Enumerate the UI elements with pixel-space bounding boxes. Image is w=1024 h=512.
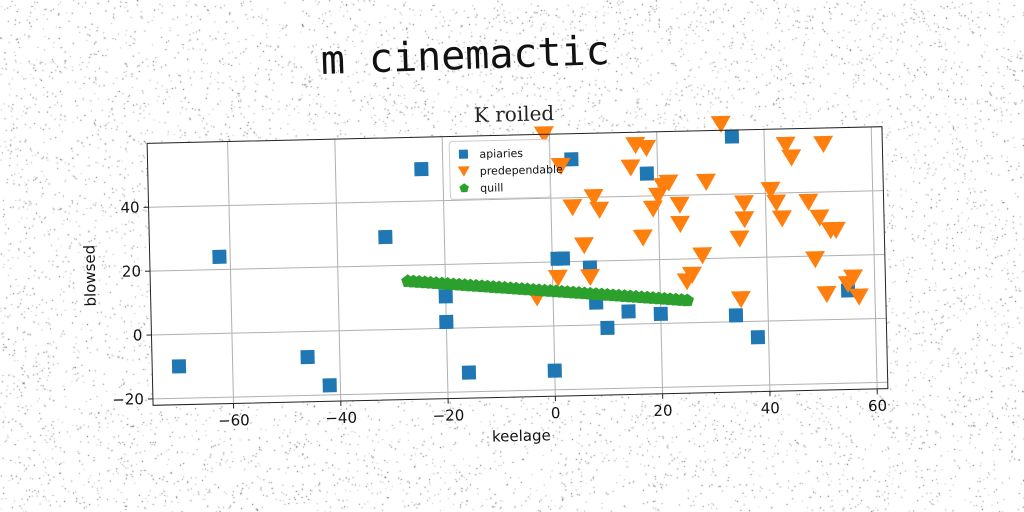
point-apiaries [438, 289, 453, 304]
legend: apiaries predependable quill [448, 138, 564, 200]
plot-area [147, 126, 888, 406]
point-predependable [781, 149, 802, 167]
point-predependable [798, 193, 819, 211]
point-predependable [733, 195, 754, 213]
y-gridline [151, 317, 887, 336]
point-predependable [550, 157, 571, 175]
point-apiaries [212, 249, 227, 264]
point-predependable [730, 291, 751, 309]
point-predependable [804, 251, 825, 269]
x-gridline [763, 129, 771, 392]
point-predependable [583, 188, 604, 207]
point-predependable [710, 115, 731, 133]
point-apiaries [639, 166, 655, 181]
y-axis-label: blowsed [80, 245, 99, 307]
point-predependable [771, 210, 792, 228]
series-quill [401, 274, 694, 307]
x-tick-label: 0 [551, 404, 561, 422]
x-axis-label: keelage [492, 426, 551, 445]
legend-label: quill [480, 181, 503, 195]
axes-border [146, 126, 889, 406]
point-predependable [620, 159, 641, 177]
point-apiaries [555, 251, 571, 266]
y-tick-label: −20 [112, 390, 144, 409]
point-predependable [695, 173, 716, 191]
point-apiaries [600, 320, 615, 336]
grid [147, 126, 888, 406]
point-predependable [589, 201, 610, 219]
point-predependable [692, 247, 713, 265]
legend-box [448, 138, 551, 200]
axes-group: −60 −40 −20 0 20 40 60 −20 0 20 40 K roiled keelag… [80, 101, 889, 446]
point-predependable [636, 139, 657, 158]
legend-marker [458, 149, 469, 159]
legend-marker [459, 183, 469, 193]
legend-label: apiaries [479, 147, 523, 161]
point-predependable [760, 181, 781, 199]
point-predependable [816, 285, 837, 304]
x-tick-label: −40 [325, 409, 357, 428]
point-predependable [729, 230, 750, 248]
point-apiaries [724, 129, 740, 144]
point-predependable [775, 136, 796, 154]
point-predependable [825, 221, 846, 240]
x-gridline [441, 136, 449, 399]
series-predependable [526, 115, 869, 309]
chart-title: K roiled [474, 101, 555, 127]
y-tick-label: 0 [133, 326, 143, 344]
point-predependable [848, 288, 869, 306]
point-apiaries [564, 152, 579, 167]
point-apiaries [461, 365, 477, 380]
point-apiaries [414, 161, 429, 177]
y-gridline [150, 253, 885, 272]
point-predependable [734, 211, 755, 229]
y-tick-label: 20 [122, 262, 141, 280]
point-predependable [547, 269, 568, 287]
point-predependable [562, 198, 583, 217]
ticks: −60 −40 −20 0 20 40 60 −20 0 20 40 [112, 198, 887, 430]
point-apiaries [728, 308, 744, 323]
x-tick-label: 60 [868, 397, 887, 415]
series-layer [171, 115, 869, 393]
y-gridline [148, 190, 884, 208]
point-apiaries [621, 304, 636, 319]
point-predependable [670, 215, 691, 233]
x-tick-label: 40 [761, 399, 780, 417]
x-gridline [656, 131, 664, 394]
point-apiaries [300, 349, 315, 365]
point-predependable [642, 200, 663, 218]
point-predependable [632, 229, 653, 247]
x-tick-label: −20 [432, 406, 464, 425]
point-predependable [658, 174, 679, 192]
point-quill [680, 293, 694, 307]
point-predependable [573, 237, 594, 255]
legend-marker [457, 166, 470, 177]
point-apiaries [439, 314, 454, 330]
x-gridline [870, 126, 878, 389]
x-gridline [334, 139, 342, 402]
point-predependable [669, 196, 690, 214]
legend-label: predependable [480, 163, 564, 178]
x-tick-label: 20 [653, 402, 672, 420]
point-apiaries [547, 363, 562, 378]
x-tick-label: −60 [218, 411, 250, 430]
point-apiaries [750, 330, 766, 345]
point-predependable [809, 209, 830, 227]
point-predependable [842, 269, 863, 287]
point-predependable [580, 268, 601, 287]
x-gridline [227, 141, 235, 404]
point-apiaries [171, 359, 187, 374]
point-apiaries [378, 229, 393, 245]
point-predependable [766, 194, 787, 212]
axes-frame [146, 126, 889, 406]
point-apiaries [653, 306, 668, 322]
y-gridline [152, 381, 888, 400]
point-predependable [681, 266, 702, 284]
y-tick-label: 40 [120, 198, 139, 216]
point-predependable [813, 135, 834, 154]
point-apiaries [322, 378, 337, 393]
